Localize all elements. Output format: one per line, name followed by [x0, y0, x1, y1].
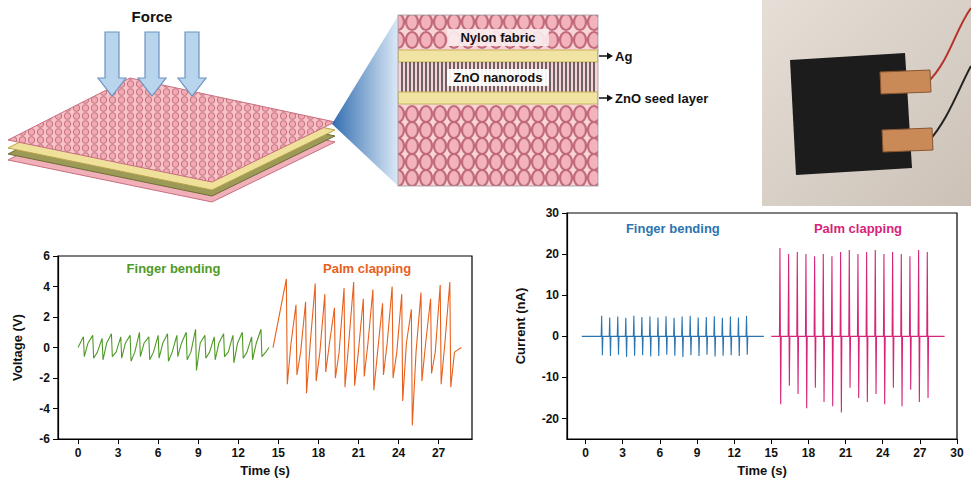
svg-text:Finger bending: Finger bending: [127, 261, 221, 276]
svg-text:Finger bending: Finger bending: [626, 221, 720, 236]
svg-text:24: 24: [876, 446, 890, 460]
svg-text:15: 15: [272, 446, 286, 460]
svg-text:Voltage (V): Voltage (V): [10, 314, 25, 381]
svg-text:Force: Force: [132, 8, 173, 25]
svg-text:-6: -6: [39, 432, 50, 446]
svg-text:3: 3: [115, 446, 122, 460]
svg-text:24: 24: [392, 446, 406, 460]
svg-text:21: 21: [839, 446, 853, 460]
svg-text:27: 27: [913, 446, 927, 460]
svg-text:4: 4: [43, 280, 50, 294]
svg-text:10: 10: [546, 288, 560, 302]
svg-text:6: 6: [657, 446, 664, 460]
svg-text:-2: -2: [39, 371, 50, 385]
svg-text:0: 0: [43, 341, 50, 355]
svg-text:ZnO seed layer: ZnO seed layer: [615, 91, 708, 106]
svg-text:18: 18: [312, 446, 326, 460]
svg-text:30: 30: [950, 446, 964, 460]
svg-text:27: 27: [432, 446, 446, 460]
svg-text:0: 0: [552, 329, 559, 343]
svg-text:Palm clapping: Palm clapping: [323, 261, 411, 276]
svg-text:6: 6: [43, 249, 50, 263]
svg-text:6: 6: [155, 446, 162, 460]
svg-text:2: 2: [43, 310, 50, 324]
svg-text:12: 12: [727, 446, 741, 460]
svg-text:-4: -4: [39, 402, 50, 416]
svg-text:Nylon fabric: Nylon fabric: [460, 30, 535, 45]
svg-text:0: 0: [75, 446, 82, 460]
svg-text:Current (nA): Current (nA): [513, 288, 528, 365]
svg-text:0: 0: [582, 446, 589, 460]
svg-text:Time (s): Time (s): [240, 463, 290, 478]
svg-text:Ag: Ag: [615, 49, 632, 64]
svg-text:18: 18: [802, 446, 816, 460]
svg-text:30: 30: [546, 206, 560, 220]
svg-text:Palm clapping: Palm clapping: [814, 221, 902, 236]
svg-text:20: 20: [546, 247, 560, 261]
svg-text:3: 3: [619, 446, 626, 460]
svg-text:15: 15: [765, 446, 779, 460]
svg-text:12: 12: [232, 446, 246, 460]
svg-text:9: 9: [694, 446, 701, 460]
svg-text:ZnO nanorods: ZnO nanorods: [454, 70, 543, 85]
svg-text:-10: -10: [542, 370, 560, 384]
svg-text:-20: -20: [542, 412, 560, 426]
svg-text:Time (s): Time (s): [737, 463, 787, 478]
svg-text:21: 21: [352, 446, 366, 460]
svg-text:9: 9: [195, 446, 202, 460]
